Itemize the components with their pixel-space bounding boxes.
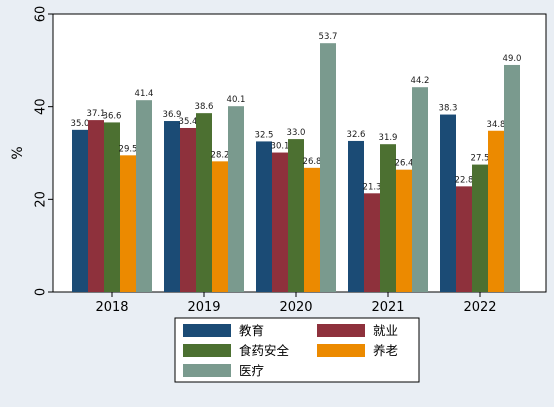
bar bbox=[136, 100, 152, 293]
bar bbox=[72, 129, 88, 292]
x-tick-label: 2022 bbox=[463, 300, 496, 315]
bar bbox=[380, 144, 396, 292]
y-tick-label: 40 bbox=[34, 98, 49, 115]
legend-label: 就业 bbox=[373, 323, 398, 338]
legend-label: 教育 bbox=[239, 323, 264, 338]
x-tick-label: 2018 bbox=[95, 300, 128, 315]
x-tick-label: 2020 bbox=[279, 300, 312, 315]
bar-value-label: 28.2 bbox=[211, 150, 230, 160]
bar bbox=[196, 113, 212, 292]
bar bbox=[488, 130, 504, 292]
bar-value-label: 41.4 bbox=[135, 89, 154, 99]
bar bbox=[320, 43, 336, 292]
bar-value-label: 53.7 bbox=[319, 32, 338, 42]
bar bbox=[120, 155, 136, 292]
bar-value-label: 30.1 bbox=[271, 142, 290, 152]
bar bbox=[272, 152, 288, 292]
legend-swatch bbox=[317, 324, 365, 337]
bar bbox=[212, 161, 228, 292]
bar bbox=[104, 122, 120, 292]
bar bbox=[412, 87, 428, 292]
bar-value-label: 33.0 bbox=[287, 128, 306, 138]
bar-value-label: 26.8 bbox=[303, 157, 322, 167]
legend-swatch bbox=[183, 364, 231, 377]
bar bbox=[228, 106, 244, 292]
bar bbox=[180, 127, 196, 292]
bar-value-label: 32.5 bbox=[255, 130, 274, 140]
bar bbox=[288, 139, 304, 292]
y-tick-label: 20 bbox=[34, 191, 49, 208]
bar-value-label: 31.9 bbox=[379, 133, 398, 143]
bar-value-label: 35.4 bbox=[179, 117, 198, 127]
bar-value-label: 38.6 bbox=[195, 102, 214, 112]
legend-label: 医疗 bbox=[239, 363, 264, 378]
y-tick-label: 0 bbox=[34, 288, 49, 296]
bar-value-label: 21.3 bbox=[363, 182, 382, 192]
bar-value-label: 36.6 bbox=[103, 111, 122, 121]
bar-value-label: 37.1 bbox=[87, 109, 106, 119]
bar-value-label: 38.3 bbox=[439, 104, 458, 114]
x-tick-label: 2021 bbox=[371, 300, 404, 315]
bar bbox=[256, 141, 272, 292]
bar bbox=[164, 121, 180, 292]
bar bbox=[364, 193, 380, 292]
y-tick-label: 60 bbox=[34, 6, 49, 23]
bar-value-label: 22.8 bbox=[455, 175, 474, 185]
bar-value-label: 26.4 bbox=[395, 159, 414, 169]
bar bbox=[396, 169, 412, 292]
bar-value-label: 44.2 bbox=[411, 76, 430, 86]
bar-value-label: 29.5 bbox=[119, 144, 138, 154]
bar-value-label: 40.1 bbox=[227, 95, 246, 105]
legend-swatch bbox=[183, 324, 231, 337]
bar-value-label: 49.0 bbox=[503, 54, 522, 64]
legend-swatch bbox=[317, 344, 365, 357]
bar bbox=[456, 186, 472, 292]
bar-value-label: 34.8 bbox=[487, 120, 506, 130]
bar-value-label: 36.9 bbox=[163, 110, 182, 120]
bar bbox=[348, 140, 364, 292]
bar bbox=[440, 114, 456, 292]
bar bbox=[88, 120, 104, 292]
bar bbox=[504, 64, 520, 292]
x-tick-label: 2019 bbox=[187, 300, 220, 315]
legend-swatch bbox=[183, 344, 231, 357]
bar bbox=[472, 164, 488, 292]
bar bbox=[304, 167, 320, 292]
bar-value-label: 35.0 bbox=[71, 119, 90, 129]
legend-label: 食药安全 bbox=[239, 343, 290, 358]
legend-label: 养老 bbox=[373, 343, 398, 358]
bar-value-label: 27.5 bbox=[471, 154, 490, 164]
bar-value-label: 32.6 bbox=[347, 130, 366, 140]
y-axis-label: % bbox=[10, 146, 26, 159]
